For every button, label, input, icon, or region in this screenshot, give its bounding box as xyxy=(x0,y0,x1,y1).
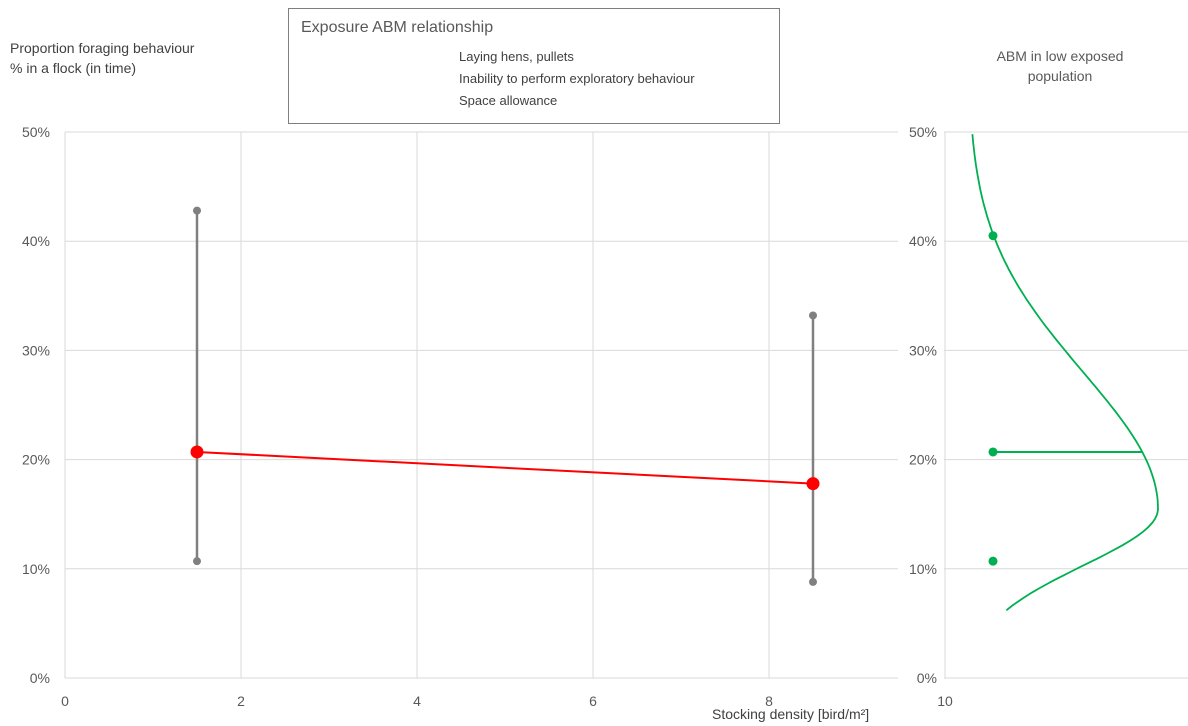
y-axis-title-line-1: Proportion foraging behaviour xyxy=(10,40,195,56)
legend-line-1: Laying hens, pullets xyxy=(459,49,574,64)
x-tick-label: 2 xyxy=(237,693,245,709)
legend-line-3: Space allowance xyxy=(459,93,558,108)
distribution-point xyxy=(988,556,998,566)
panel-y-tick-label: 10% xyxy=(909,561,937,577)
chart-title: Exposure ABM relationship xyxy=(301,19,494,36)
distribution-label-line-1: ABM in low exposed xyxy=(996,48,1124,64)
panel-y-tick-label: 50% xyxy=(909,124,937,140)
y-tick-label: 10% xyxy=(22,561,50,577)
panel-gap xyxy=(898,131,944,679)
distribution-point xyxy=(988,447,998,457)
error-bar-low-point xyxy=(809,577,817,586)
distribution-point xyxy=(988,231,998,241)
panel-y-tick-label: 40% xyxy=(909,233,937,249)
x-tick-label: 6 xyxy=(589,693,597,709)
distribution-panel-label: ABM in low exposed population xyxy=(990,46,1130,86)
x-tick-label: 10 xyxy=(937,693,953,709)
relationship-line xyxy=(196,450,814,485)
distribution-curve xyxy=(971,134,1159,612)
legend-line-2: Inability to perform exploratory behavio… xyxy=(459,71,695,86)
y-tick-label: 20% xyxy=(22,452,50,468)
panel-y-tick-label: 0% xyxy=(917,670,937,686)
x-tick-label: 4 xyxy=(413,693,421,709)
error-bar-high-point xyxy=(809,311,817,320)
x-tick-label: 0 xyxy=(61,693,69,709)
error-bar-low-point xyxy=(193,557,201,566)
error-bar-high-point xyxy=(193,206,201,215)
y-axis-title-line-2: % in a flock (in time) xyxy=(10,60,137,76)
x-axis-title: Stocking density [bird/m²] xyxy=(712,706,870,722)
y-tick-label: 30% xyxy=(22,342,50,358)
panel-y-tick-label: 20% xyxy=(909,452,937,468)
distribution-label-line-2: population xyxy=(1027,68,1093,84)
y-axis-title: Proportion foraging behaviour % in a flo… xyxy=(10,38,194,78)
relationship-point xyxy=(806,477,820,491)
legend-box: Exposure ABM relationship Laying hens, p… xyxy=(288,8,780,124)
relationship-point xyxy=(190,445,204,459)
x-tick-label: 8 xyxy=(765,693,773,709)
panel-y-tick-label: 30% xyxy=(909,342,937,358)
y-tick-label: 50% xyxy=(22,124,50,140)
y-tick-label: 40% xyxy=(22,233,50,249)
y-tick-label: 0% xyxy=(30,670,50,686)
